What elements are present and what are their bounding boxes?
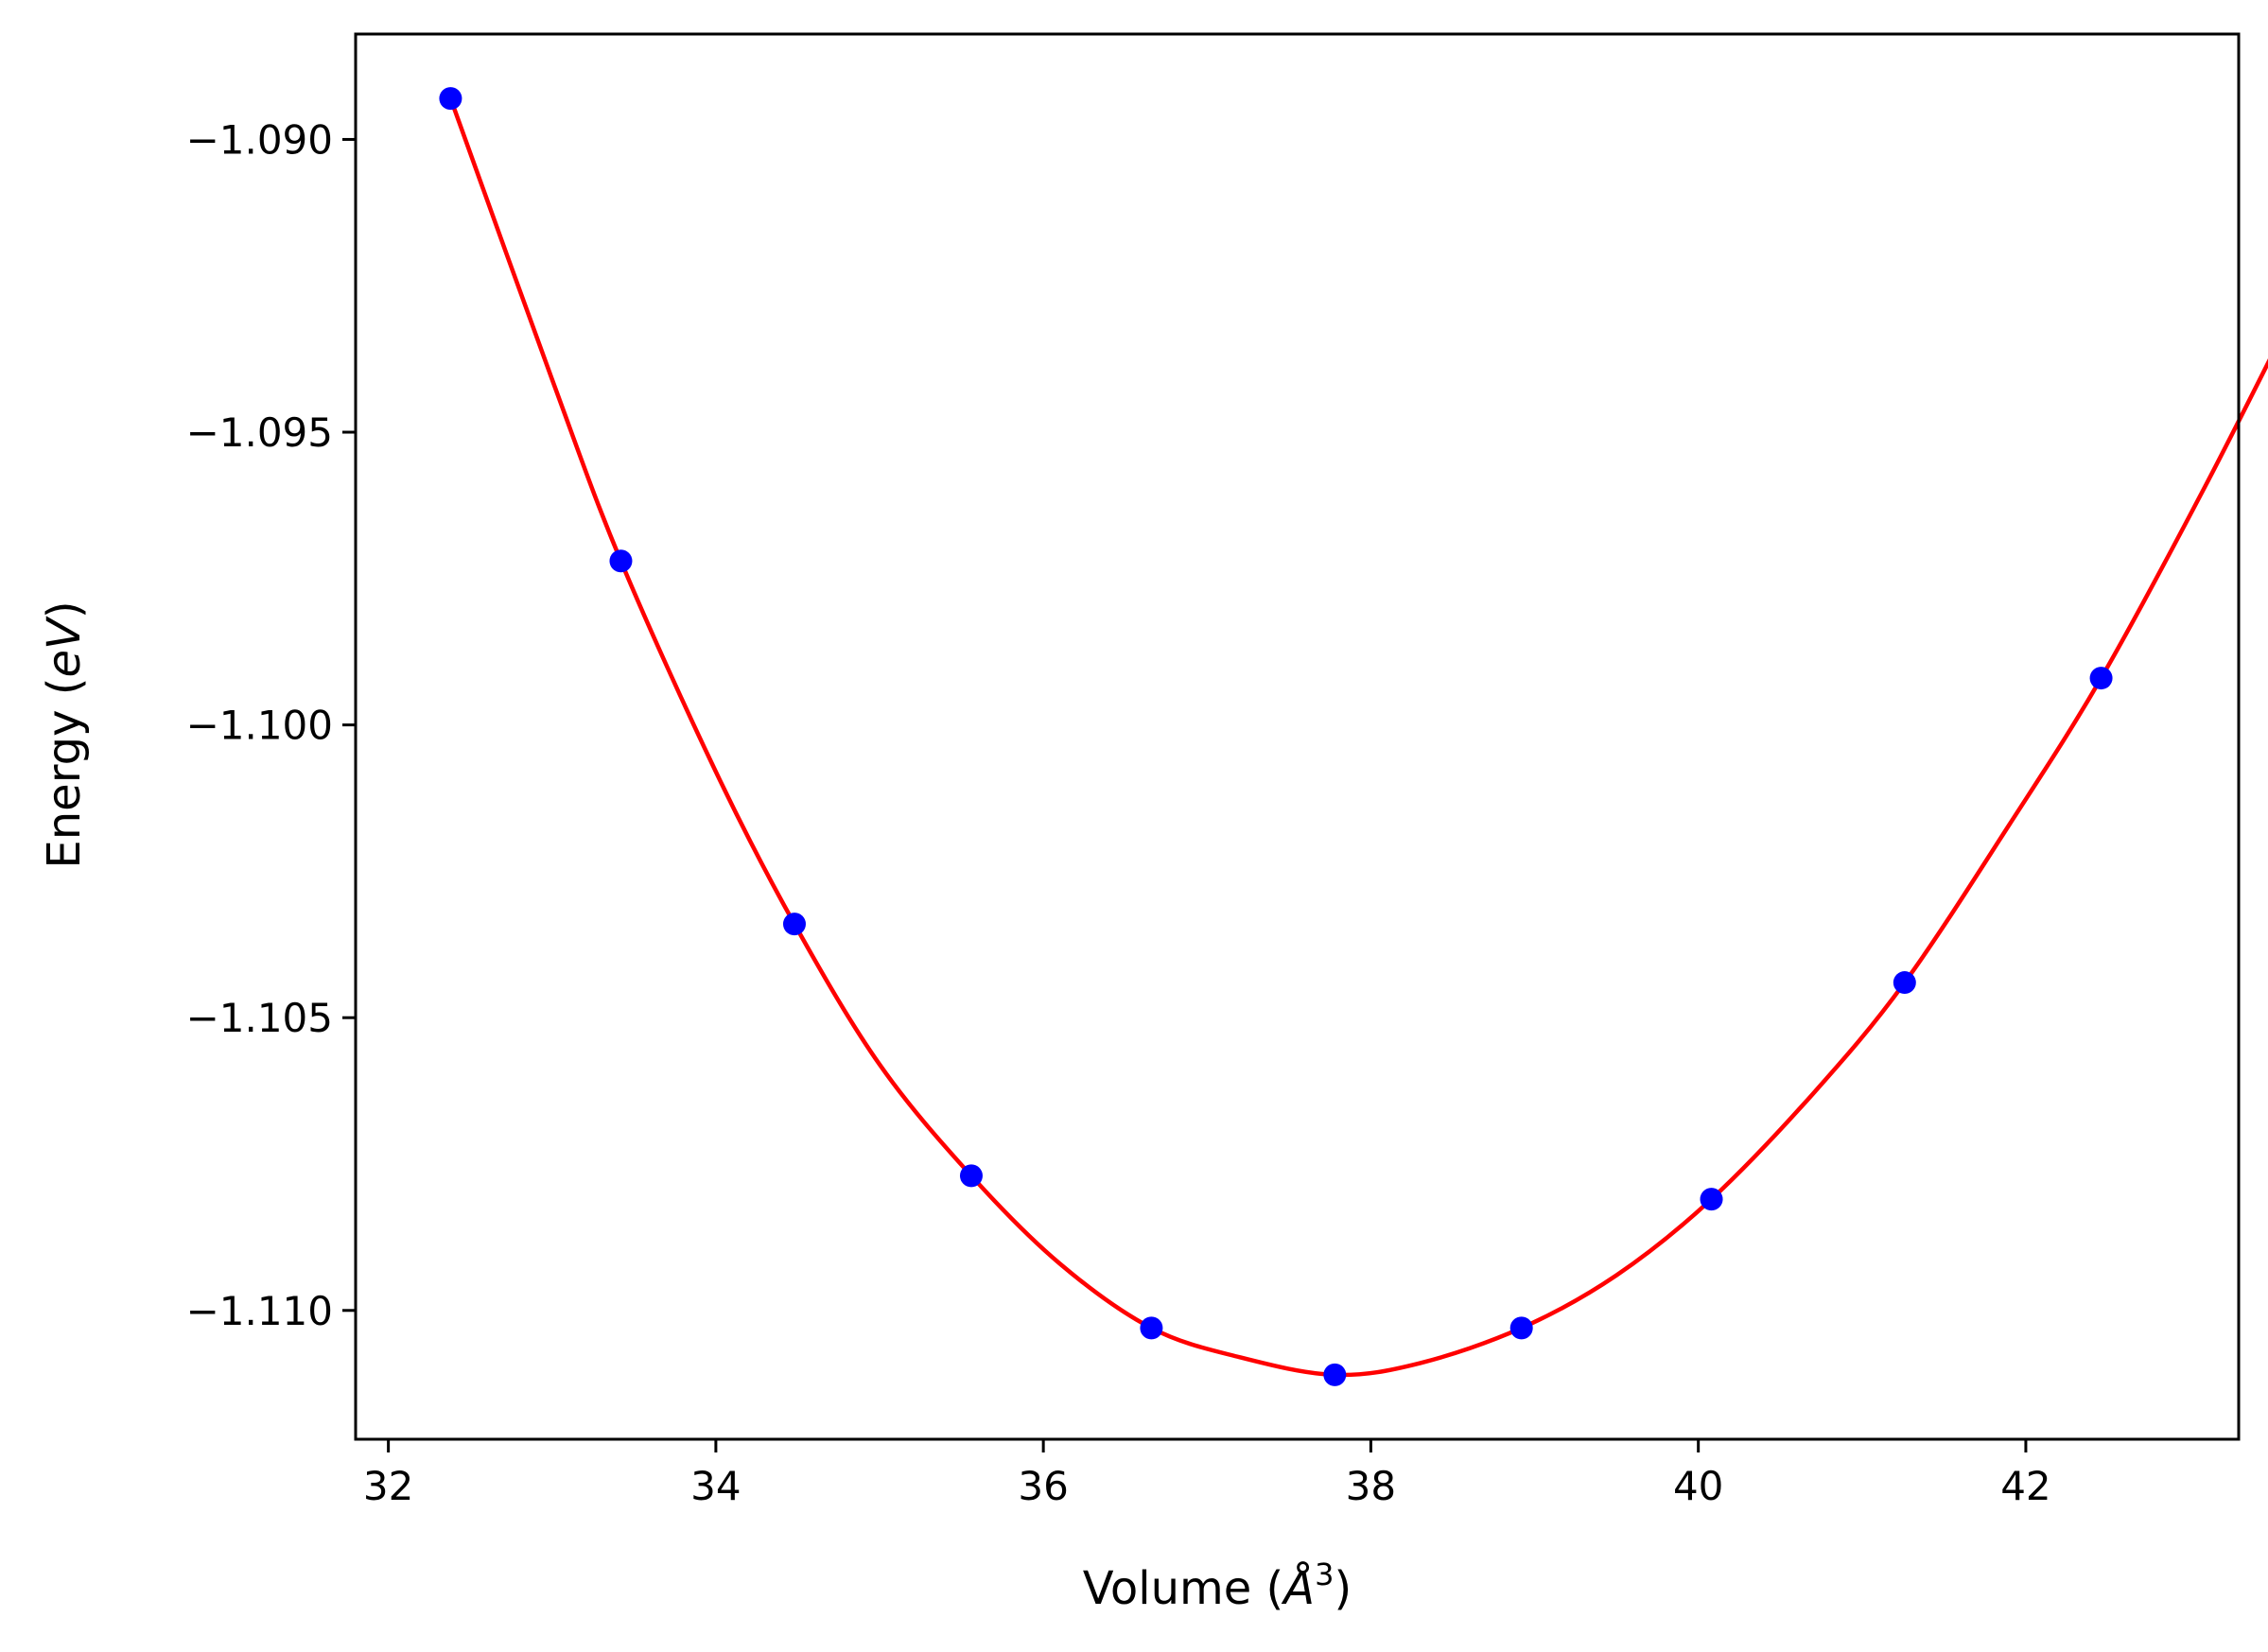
data-point [609, 549, 633, 573]
data-point [1323, 1363, 1347, 1386]
x-tick-label: 40 [1673, 1463, 1723, 1509]
data-point [1140, 1316, 1163, 1340]
data-point [1509, 1316, 1533, 1340]
y-axis-label: Energy (eV) [38, 600, 91, 868]
y-axis-ticks: −1.090 −1.095 −1.100 −1.105 −1.110 [186, 116, 356, 1334]
y-tick-label: −1.105 [186, 995, 333, 1041]
series-layer [439, 87, 2268, 1386]
x-tick-label: 36 [1018, 1463, 1068, 1509]
data-point [782, 913, 806, 936]
y-tick-label: −1.110 [186, 1288, 333, 1334]
x-tick-label: 34 [690, 1463, 741, 1509]
y-tick-label: −1.090 [186, 116, 333, 163]
y-tick-label: −1.100 [186, 703, 333, 749]
data-point [2089, 667, 2113, 690]
data-point [1893, 971, 1916, 995]
y-tick-label: −1.095 [186, 409, 333, 456]
plot-frame [354, 32, 2241, 1441]
data-point [439, 87, 462, 111]
x-axis-label: Volume (Å3) [1083, 1556, 1352, 1615]
x-tick-label: 42 [2000, 1463, 2050, 1509]
data-point [1700, 1188, 1723, 1211]
x-tick-label: 38 [1346, 1463, 1396, 1509]
x-tick-label: 32 [363, 1463, 413, 1509]
data-point [959, 1164, 983, 1188]
x-axis-ticks: 32343638404244 [363, 1439, 2051, 1509]
